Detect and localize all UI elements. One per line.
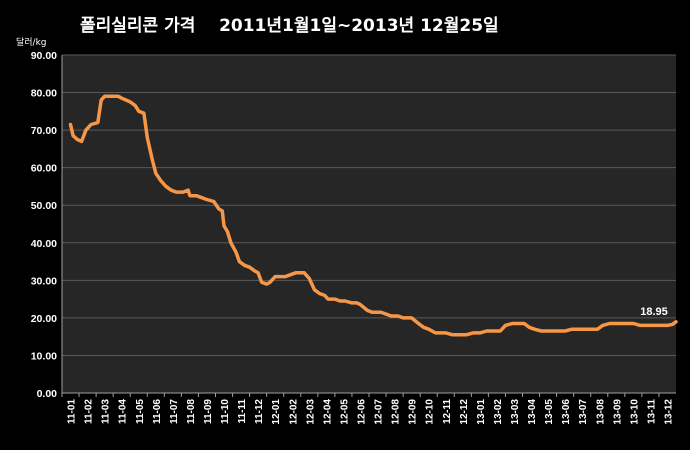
gridlines: [62, 54, 676, 356]
x-tick-label: 12-11: [442, 399, 453, 424]
y-axis-tick-labels: 0.00 10.00 20.00 30.00 40.00 50.00 60.00 70.00 8…: [31, 50, 57, 400]
x-tick-label: 11-12: [254, 399, 265, 424]
y-tick-label: 10.00: [31, 350, 57, 362]
x-tick-label: 11-05: [135, 399, 146, 424]
plot-area: [62, 55, 676, 393]
series-line: [68, 94, 678, 337]
x-tick-label: 12-01: [271, 399, 282, 425]
last-value-data-label: 18.95: [640, 306, 668, 318]
x-tick-label: 13-05: [544, 399, 555, 425]
x-tick-label: 11-11: [237, 399, 248, 424]
x-tick-label: 11-02: [84, 399, 95, 424]
x-tick-label: 11-03: [101, 399, 112, 424]
x-tick-label: 13-08: [595, 399, 606, 425]
x-tick-label: 12-10: [425, 399, 436, 425]
x-tick-label: 11-08: [186, 399, 197, 424]
chart-title: 폴리실리콘 가격 2011년1월1일~2013년 12월25일: [80, 16, 499, 36]
x-tick-label: 12-03: [305, 399, 316, 425]
x-tick-label: 12-09: [408, 399, 419, 425]
x-tick-label: 12-05: [339, 399, 350, 425]
x-tick-label: 11-04: [118, 399, 129, 424]
y-tick-label: 30.00: [31, 275, 57, 287]
x-tick-label: 11-07: [169, 399, 180, 424]
x-tick-label: 13-06: [561, 399, 572, 425]
x-tick-label: 11-09: [203, 399, 214, 424]
y-tick-label: 40.00: [31, 238, 57, 250]
x-axis-tick-labels: 11-01 11-02 11-03 11-04 11-05 11-06 11-07 11-08…: [67, 399, 675, 425]
y-axis-unit-label: 달러/kg: [16, 36, 47, 48]
x-tick-label: 12-07: [374, 399, 385, 425]
x-tick-label: 13-12: [663, 399, 674, 425]
x-tick-label: 13-09: [612, 399, 623, 425]
y-tick-label: 0.00: [37, 388, 58, 400]
y-tick-label: 60.00: [31, 163, 57, 175]
x-tick-label: 11-06: [152, 399, 163, 424]
x-tick-label: 12-02: [288, 399, 299, 425]
x-tick-label: 13-02: [493, 399, 504, 425]
x-tick-label: 13-10: [629, 399, 640, 425]
axes: [61, 55, 676, 397]
series: [68, 94, 678, 337]
x-tick-label: 12-06: [356, 399, 367, 425]
y-tick-label: 50.00: [31, 200, 57, 212]
x-tick-label: 12-12: [459, 399, 470, 425]
x-tick-label: 11-10: [220, 399, 231, 424]
x-tick-label: 13-01: [476, 399, 487, 425]
y-tick-label: 80.00: [31, 88, 57, 100]
x-tick-label: 12-08: [391, 399, 402, 425]
y-tick-label: 70.00: [31, 125, 57, 137]
x-tick-label: 11-01: [67, 399, 78, 424]
x-tick-label: 13-03: [510, 399, 521, 425]
y-tick-label: 20.00: [31, 313, 57, 325]
x-tick-label: 13-04: [527, 399, 538, 425]
x-tick-label: 13-07: [578, 399, 589, 425]
x-tick-label: 12-04: [322, 399, 333, 425]
x-tick-label: 13-11: [646, 399, 657, 424]
y-tick-label: 90.00: [31, 50, 57, 62]
